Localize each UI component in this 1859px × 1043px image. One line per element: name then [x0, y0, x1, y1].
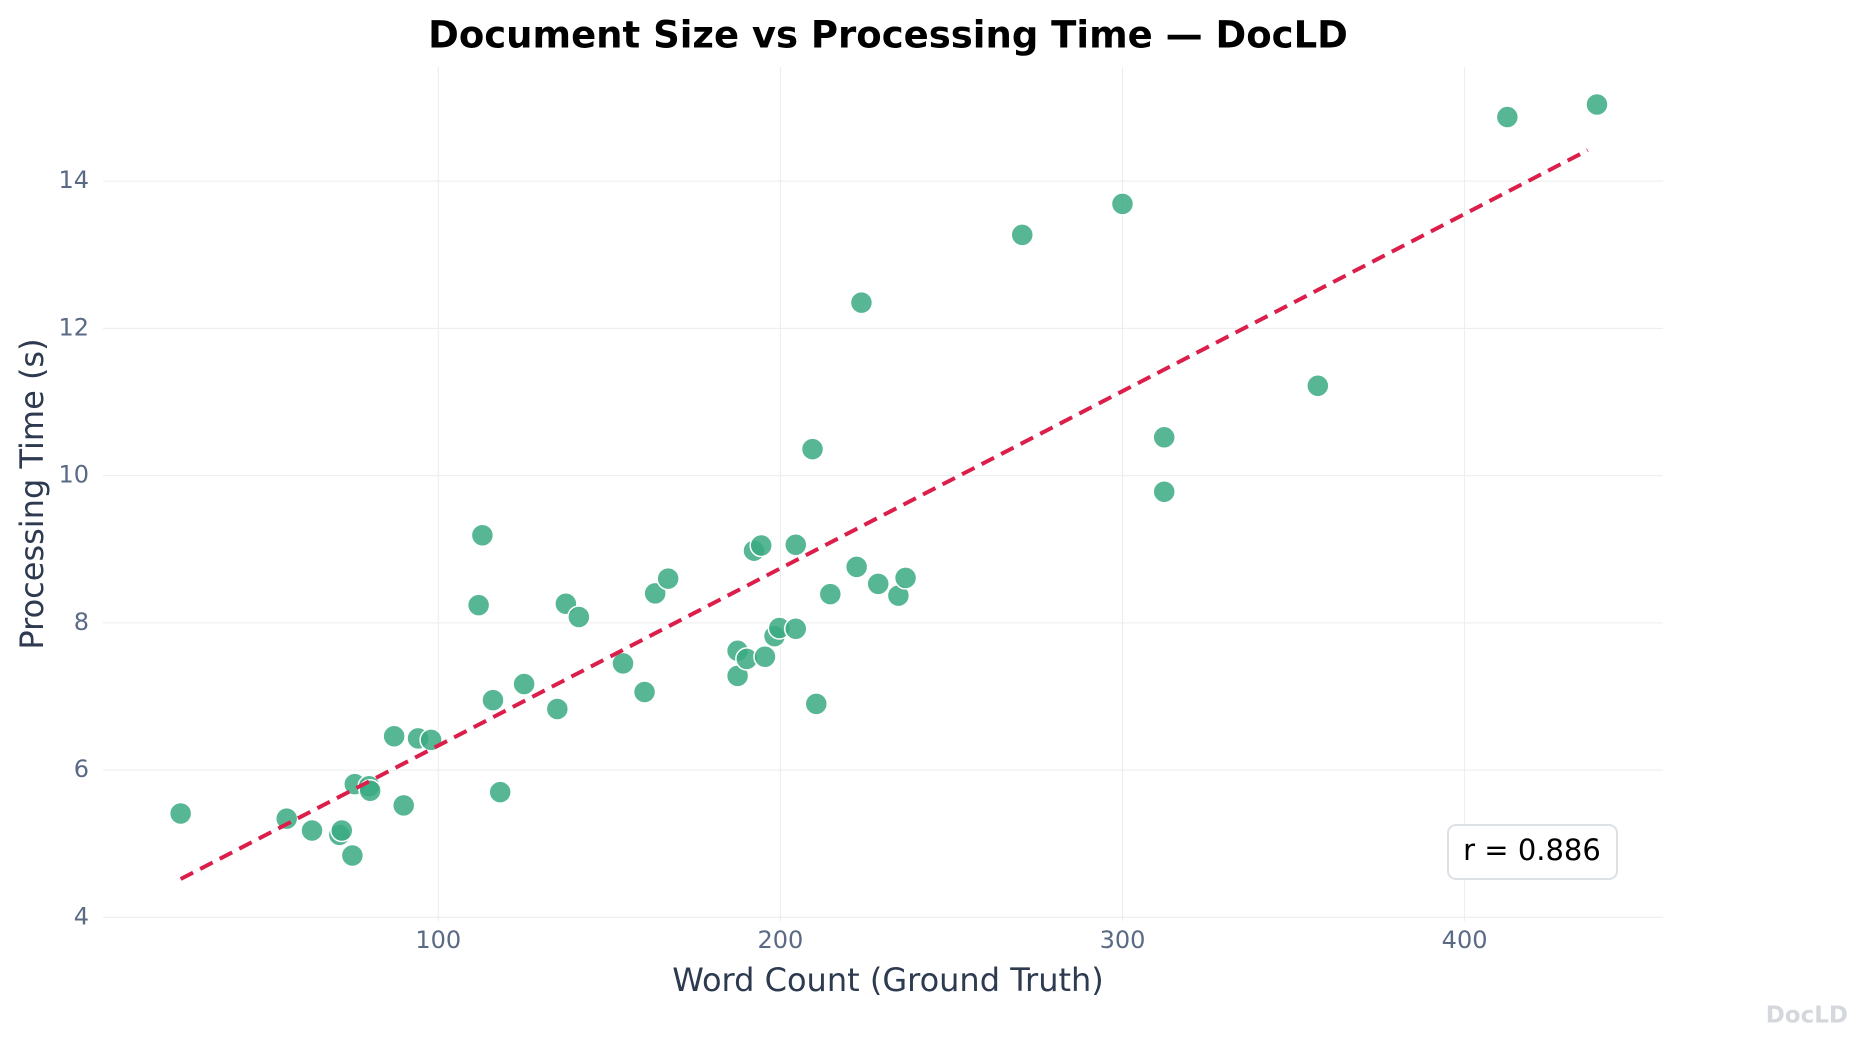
- point: [804, 692, 829, 716]
- point: [512, 672, 536, 696]
- point: [1110, 192, 1135, 216]
- point: [784, 616, 808, 641]
- annotation: r = 0.886: [1463, 833, 1601, 867]
- point: [849, 290, 874, 315]
- point: [643, 581, 667, 606]
- x-tick-label: 100: [415, 926, 461, 954]
- y-tick-label: 12: [58, 313, 89, 341]
- point: [1152, 425, 1176, 450]
- y-tick-label: 14: [58, 166, 89, 194]
- watermark: DocLD: [1766, 1003, 1848, 1029]
- point: [300, 818, 324, 843]
- y-tick-label: 8: [74, 608, 89, 636]
- x-tick-label: 400: [1442, 926, 1488, 954]
- point: [466, 593, 491, 617]
- point: [1152, 480, 1176, 504]
- point: [1010, 223, 1034, 247]
- y-tick-label: 10: [58, 461, 89, 489]
- x-tick-label: 300: [1100, 926, 1146, 954]
- point: [1495, 105, 1520, 129]
- point: [391, 793, 416, 818]
- point: [419, 728, 443, 752]
- point: [656, 566, 680, 591]
- point: [866, 572, 890, 596]
- chart-title: Document Size vs Processing Time — DocLD: [428, 14, 1348, 57]
- point: [1585, 92, 1609, 117]
- point: [632, 680, 657, 704]
- point: [545, 697, 570, 721]
- point: [753, 644, 777, 669]
- grid: 4 6 8 10 12 14 100 200 300 400: [58, 67, 1663, 954]
- point: [382, 724, 406, 748]
- point: [481, 688, 505, 712]
- point: [488, 780, 512, 804]
- point: [274, 806, 299, 831]
- point: [330, 818, 354, 843]
- point: [611, 651, 635, 676]
- x-axis-label: Word Count (Ground Truth): [672, 961, 1104, 999]
- point: [168, 801, 193, 826]
- y-axis-label: Processing Time (s): [13, 338, 51, 649]
- y-tick-label: 4: [74, 902, 89, 930]
- point: [340, 843, 365, 868]
- point: [567, 605, 591, 629]
- point: [844, 555, 869, 579]
- x-tick-label: 200: [757, 926, 803, 954]
- point: [893, 566, 918, 590]
- trend-line: [179, 148, 1589, 881]
- annotation-box: [1447, 824, 1618, 880]
- point: [470, 523, 495, 547]
- y-tick-label: 6: [74, 755, 89, 783]
- point: [800, 437, 825, 461]
- point: [749, 533, 773, 558]
- point: [784, 533, 808, 557]
- point: [818, 582, 843, 606]
- marks: [168, 92, 1609, 881]
- point: [1306, 374, 1330, 398]
